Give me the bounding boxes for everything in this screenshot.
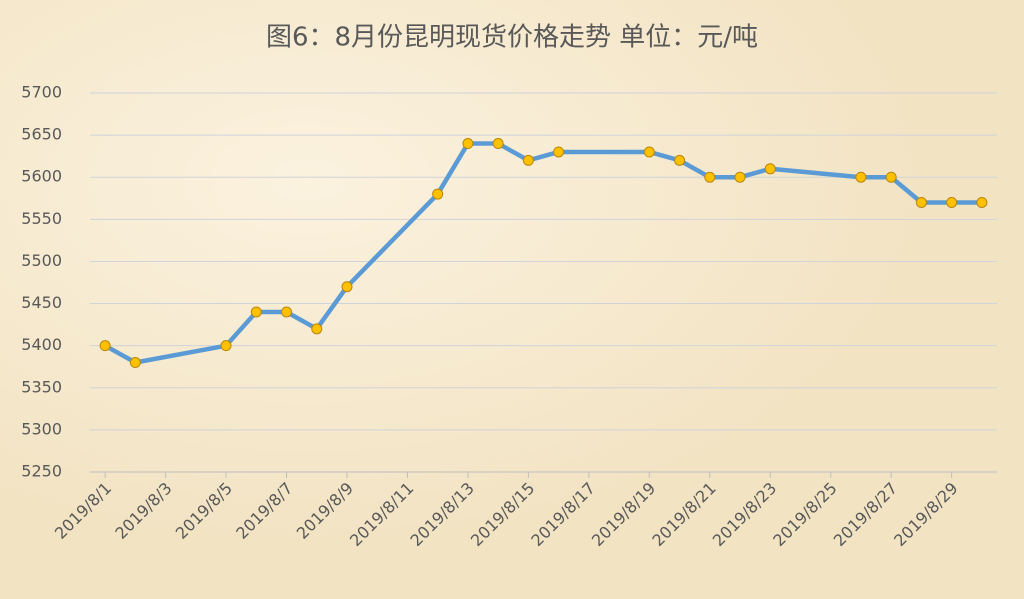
- data-point: [462, 138, 474, 150]
- y-tick-label: 5700: [21, 83, 62, 102]
- data-point: [553, 146, 565, 158]
- y-tick-label: 5600: [21, 167, 62, 186]
- y-tick-label: 5500: [21, 251, 62, 270]
- data-point: [281, 306, 293, 318]
- y-tick-label: 5350: [21, 377, 62, 396]
- data-point: [915, 196, 927, 208]
- data-point: [946, 196, 958, 208]
- data-point: [220, 340, 232, 352]
- data-point: [99, 340, 111, 352]
- y-tick-label: 5300: [21, 419, 62, 438]
- data-point: [885, 171, 897, 183]
- chart-title: 图6：8月份昆明现货价格走势 单位：元/吨: [266, 23, 758, 53]
- data-point: [855, 171, 867, 183]
- data-point: [432, 188, 444, 200]
- y-tick-label: 5650: [21, 125, 62, 144]
- y-tick-label: 5250: [21, 462, 62, 481]
- data-point: [734, 171, 746, 183]
- y-tick-label: 5550: [21, 209, 62, 228]
- data-point: [764, 163, 776, 175]
- data-point: [522, 154, 534, 166]
- data-point: [341, 281, 353, 293]
- data-point: [643, 146, 655, 158]
- data-point: [492, 138, 504, 150]
- data-point: [250, 306, 262, 318]
- y-tick-label: 5400: [21, 335, 62, 354]
- data-line: [104, 141, 982, 365]
- data-point: [976, 196, 988, 208]
- y-tick-label: 5450: [21, 293, 62, 312]
- data-point: [704, 171, 716, 183]
- data-point: [311, 323, 323, 335]
- data-point: [129, 357, 141, 369]
- data-point: [674, 154, 686, 166]
